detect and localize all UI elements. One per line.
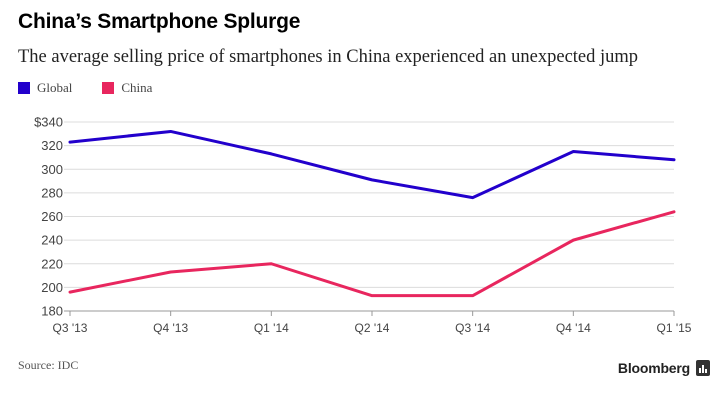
source-note: Source: IDC xyxy=(18,358,79,372)
gridlines xyxy=(64,121,674,312)
series-line-china xyxy=(68,210,676,298)
series-line-global xyxy=(68,129,676,200)
x-tick-label: Q3 '13 xyxy=(53,321,88,335)
x-axis: Q3 '13 Q4 '13 Q1 '14 Q2 '14 Q3 '14 Q4 '14 Q1 '… xyxy=(53,311,692,335)
x-tick-label: Q4 '14 xyxy=(556,321,591,335)
chart-subtitle: The average selling price of smartphones… xyxy=(18,47,639,67)
brand-logo: Bloomberg xyxy=(617,360,690,376)
y-tick-label: $340 xyxy=(34,115,63,130)
legend: Global China xyxy=(18,80,182,96)
y-tick-label: 180 xyxy=(41,304,63,319)
legend-item-china: China xyxy=(102,80,152,96)
legend-label-global: Global xyxy=(37,80,73,95)
legend-item-global: Global xyxy=(18,80,72,96)
x-tick-label: Q3 '14 xyxy=(455,321,490,335)
x-tick-label: Q1 '14 xyxy=(254,321,289,335)
series-lines xyxy=(68,129,676,298)
y-tick-label: 240 xyxy=(41,233,63,248)
legend-swatch-global xyxy=(18,82,30,94)
legend-swatch-china xyxy=(102,82,115,94)
y-tick-label: 320 xyxy=(41,138,63,153)
legend-label-china: China xyxy=(121,80,153,95)
x-tick-label: Q4 '13 xyxy=(153,321,188,335)
bloomberg-chart-icon xyxy=(696,360,710,376)
y-axis: 180 200 220 240 260 280 300 320 $340 xyxy=(34,115,63,319)
y-tick-label: 220 xyxy=(41,256,63,271)
y-tick-label: 280 xyxy=(41,185,63,200)
y-tick-label: 260 xyxy=(41,209,63,224)
x-tick-label: Q1 '15 xyxy=(657,321,692,335)
x-tick-label: Q2 '14 xyxy=(355,321,390,335)
y-tick-label: 200 xyxy=(41,280,63,295)
chart-title: China’s Smartphone Splurge xyxy=(18,10,301,33)
y-tick-label: 300 xyxy=(41,162,63,177)
